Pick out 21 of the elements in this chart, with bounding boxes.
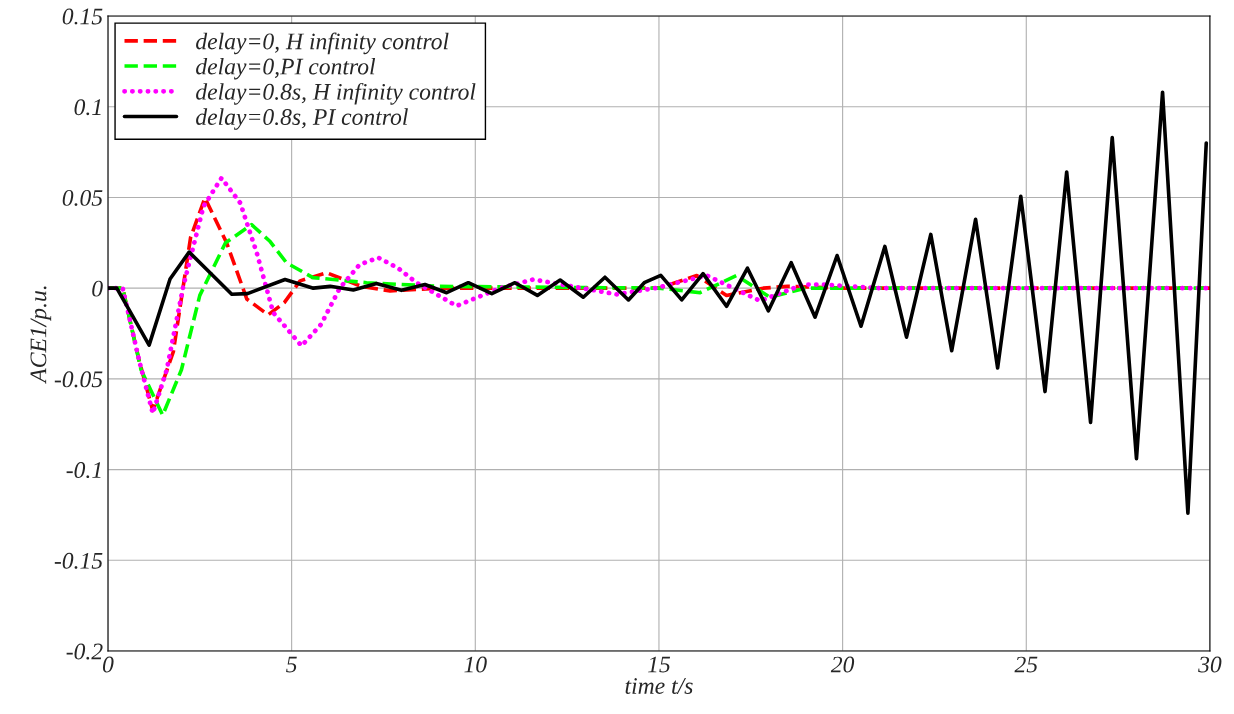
- y-tick-label: -0.15: [54, 552, 103, 569]
- x-tick-label: 10: [464, 656, 487, 673]
- y-tick-label: -0.05: [54, 371, 103, 388]
- x-tick-label: 0: [102, 656, 114, 673]
- y-tick-label: 0.05: [62, 189, 103, 206]
- y-tick-label: 0: [92, 280, 103, 297]
- legend-label: delay=0, H infinity control: [196, 32, 449, 55]
- x-tick-label: 25: [1014, 656, 1038, 673]
- legend-label: delay=0,PI control: [196, 57, 376, 80]
- legend-label: delay=0.8s, PI control: [196, 108, 408, 130]
- y-tick-label: -0.1: [66, 462, 101, 479]
- x-tick-label: 15: [647, 656, 671, 673]
- y-axis-title: ACE1/p.u.: [30, 286, 52, 384]
- y-tick-label: -0.2: [66, 643, 103, 660]
- x-tick-label: 5: [286, 656, 297, 673]
- y-tick-label: 0.15: [62, 8, 103, 25]
- y-tick-label: 0.1: [74, 99, 101, 116]
- legend-label: delay=0.8s, H infinity control: [196, 82, 476, 105]
- x-tick-label: 30: [1198, 656, 1222, 673]
- x-tick-label: 20: [830, 656, 855, 673]
- x-axis-title: time t/s: [625, 678, 693, 694]
